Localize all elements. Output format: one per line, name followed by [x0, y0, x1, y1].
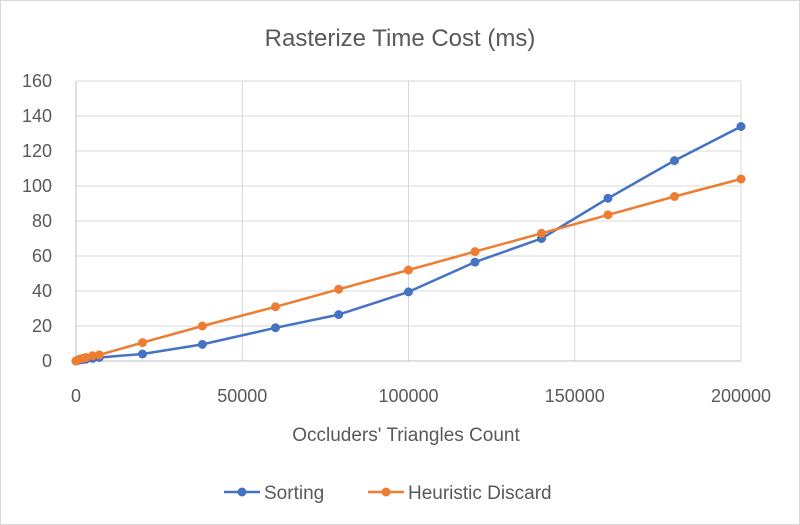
data-point	[404, 287, 413, 297]
x-tick-label: 50000	[217, 386, 267, 406]
data-point	[271, 323, 280, 333]
data-point	[670, 156, 679, 166]
data-point	[470, 247, 480, 257]
grid-lines	[76, 80, 742, 361]
data-point	[197, 321, 207, 331]
y-tick-label: 100	[22, 176, 52, 196]
x-tick-label: 150000	[545, 386, 605, 406]
y-tick-label: 60	[32, 246, 52, 266]
x-tick-label: 0	[71, 386, 81, 406]
x-tick-label: 100000	[378, 386, 438, 406]
y-tick-label: 40	[32, 281, 52, 301]
y-tick-label: 20	[32, 316, 52, 336]
y-tick-labels: 0 20 40 60 80 100 120 140 160	[22, 71, 52, 371]
y-tick-label: 80	[32, 211, 52, 231]
data-point	[271, 302, 280, 312]
data-point	[603, 193, 613, 203]
data-point	[470, 257, 480, 267]
data-point	[197, 339, 207, 349]
data-point	[138, 338, 147, 348]
legend-label: Sorting	[264, 483, 324, 504]
x-axis-title: Occluders' Triangles Count	[292, 425, 520, 446]
data-point	[603, 210, 613, 220]
legend-marker	[237, 487, 247, 497]
data-point	[537, 228, 546, 238]
legend-marker	[381, 487, 391, 497]
data-point	[88, 351, 98, 361]
x-tick-labels: 0 50000 100000 150000 200000	[71, 386, 771, 406]
axis-lines	[75, 81, 741, 362]
data-point	[736, 122, 746, 131]
x-tick-label: 200000	[711, 386, 771, 406]
data-point	[404, 265, 413, 275]
legend: Sorting Heuristic Discard	[224, 483, 552, 504]
chart-title: Rasterize Time Cost (ms)	[265, 25, 536, 52]
data-point	[94, 350, 104, 360]
y-tick-label: 140	[22, 106, 52, 126]
legend-label: Heuristic Discard	[408, 483, 552, 504]
data-point	[670, 192, 679, 201]
data-point	[736, 174, 746, 184]
series-markers	[71, 122, 746, 366]
data-point	[138, 349, 147, 359]
y-tick-label: 160	[22, 71, 52, 91]
y-tick-label: 0	[42, 351, 52, 371]
y-tick-label: 120	[22, 141, 52, 161]
data-point	[334, 310, 344, 320]
data-point	[334, 284, 344, 294]
